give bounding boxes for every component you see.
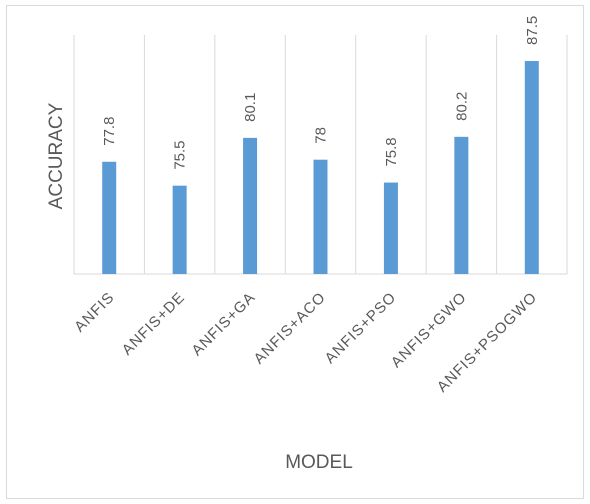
x-tick-label: ANFIS+DE [119, 289, 189, 359]
data-label: 80.2 [453, 92, 470, 121]
bar [383, 182, 398, 274]
x-tick-label: ANFIS+GA [188, 289, 258, 359]
data-label: 87.5 [524, 16, 541, 45]
bar [172, 185, 187, 274]
bar [243, 137, 258, 274]
bar [524, 60, 539, 275]
data-label: 78 [313, 127, 330, 144]
data-label: 75.8 [383, 137, 400, 166]
x-tick-label: ANFIS+PSO [322, 289, 400, 367]
x-axis-title: MODEL [285, 452, 353, 473]
x-tick-label: ANFIS+ACO [251, 289, 330, 368]
bar [313, 159, 328, 274]
data-labels: 77.8 75.5 80.1 78 75.8 80.2 87.5 [101, 16, 541, 170]
data-label: 80.1 [242, 93, 259, 122]
x-tick-labels: ANFIS ANFIS+DE ANFIS+GAANFIS+ACOANFIS+PSOA… [71, 289, 540, 396]
x-tick-label: ANFIS [71, 289, 118, 336]
data-label: 75.5 [172, 140, 189, 169]
bar [102, 161, 117, 274]
y-axis-title: ACCURACY [46, 102, 67, 209]
data-label: 77.8 [101, 117, 118, 146]
bar [454, 136, 469, 274]
bars [102, 60, 539, 275]
